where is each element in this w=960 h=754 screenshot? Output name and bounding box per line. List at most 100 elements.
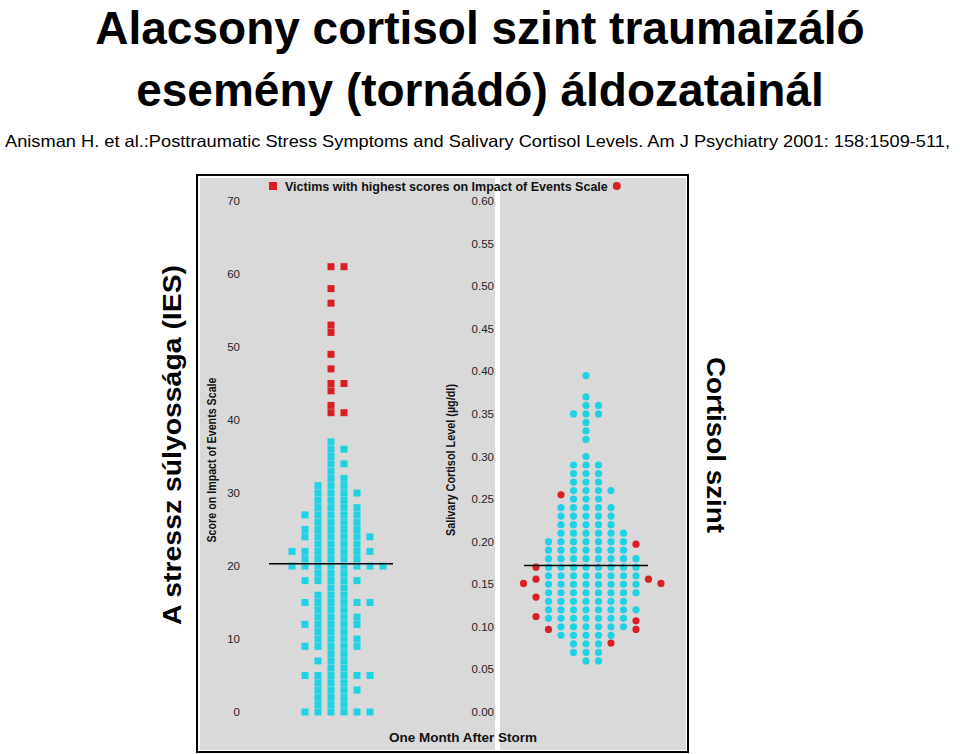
data-point (607, 530, 614, 537)
plot-area (520, 372, 665, 665)
data-point (328, 657, 335, 664)
data-point (328, 533, 335, 540)
figure-frame (197, 175, 688, 752)
data-point (328, 402, 335, 409)
data-point (657, 580, 664, 587)
data-point (328, 621, 335, 628)
data-point (570, 530, 577, 537)
data-point (341, 709, 348, 716)
side-label: A stressz súlyossága (IES) (157, 265, 187, 625)
data-point (595, 513, 602, 520)
data-point (328, 555, 335, 562)
data-point (328, 438, 335, 445)
data-point (328, 614, 335, 621)
data-point (582, 632, 589, 639)
data-point (620, 547, 627, 554)
data-point (315, 657, 322, 664)
data-point (328, 519, 335, 526)
data-point (354, 577, 361, 584)
data-point (328, 329, 335, 336)
data-point (328, 643, 335, 650)
data-point (341, 650, 348, 657)
data-point (354, 533, 361, 540)
data-point (570, 547, 577, 554)
data-point (595, 632, 602, 639)
data-point (595, 564, 602, 571)
data-point (341, 519, 348, 526)
data-point (582, 453, 589, 460)
data-point (328, 606, 335, 613)
data-point (302, 577, 309, 584)
data-point (341, 570, 348, 577)
slide: Alacsony cortisol szint traumaizálóesemé… (0, 0, 960, 754)
data-point (315, 592, 322, 599)
data-point (328, 387, 335, 394)
data-point (557, 564, 564, 571)
data-point (532, 564, 539, 571)
data-point (328, 285, 335, 292)
data-point (354, 541, 361, 548)
data-point (367, 548, 374, 555)
mean-line (269, 563, 393, 565)
data-point (545, 572, 552, 579)
data-point (620, 623, 627, 630)
data-point (570, 410, 577, 417)
data-point (595, 615, 602, 622)
data-point (354, 526, 361, 533)
data-point (595, 581, 602, 588)
data-point (620, 598, 627, 605)
data-point (570, 555, 577, 562)
data-point (582, 393, 589, 400)
plot-area (269, 263, 393, 715)
data-point (570, 623, 577, 630)
data-point (632, 541, 639, 548)
data-point (607, 589, 614, 596)
data-point (557, 606, 564, 613)
data-point (354, 643, 361, 650)
data-point (595, 589, 602, 596)
title: esemény (tornádó) áldozatainál (136, 64, 824, 116)
data-point (341, 577, 348, 584)
data-point (632, 626, 639, 633)
data-point (302, 511, 309, 518)
data-point (315, 701, 322, 708)
data-point (582, 372, 589, 379)
data-point (328, 584, 335, 591)
data-point (315, 614, 322, 621)
data-point (607, 572, 614, 579)
data-point (315, 621, 322, 628)
data-point (341, 672, 348, 679)
y-tick-label: 70 (227, 195, 240, 207)
data-point (341, 555, 348, 562)
data-point (341, 694, 348, 701)
data-point (328, 570, 335, 577)
data-point (582, 495, 589, 502)
y-tick-label: 0.10 (472, 621, 494, 633)
data-point (620, 615, 627, 622)
data-point (341, 606, 348, 613)
data-point (582, 436, 589, 443)
y-tick-label: 60 (227, 268, 240, 280)
data-point (328, 541, 335, 548)
y-tick-label: 0.15 (472, 578, 494, 590)
data-point (315, 482, 322, 489)
data-point (520, 580, 527, 587)
data-point (620, 572, 627, 579)
data-point (354, 504, 361, 511)
data-point (328, 322, 335, 329)
data-point (328, 497, 335, 504)
data-point (367, 533, 374, 540)
y-tick-label: 0.60 (472, 195, 494, 207)
data-point (582, 487, 589, 494)
data-point (289, 548, 296, 555)
data-point (632, 617, 639, 624)
panel-background (500, 178, 686, 750)
data-point (354, 548, 361, 555)
data-point (632, 555, 639, 562)
data-point (341, 490, 348, 497)
data-point (315, 511, 322, 518)
data-point (632, 572, 639, 579)
data-point (341, 263, 348, 270)
data-point (595, 461, 602, 468)
data-point (557, 504, 564, 511)
